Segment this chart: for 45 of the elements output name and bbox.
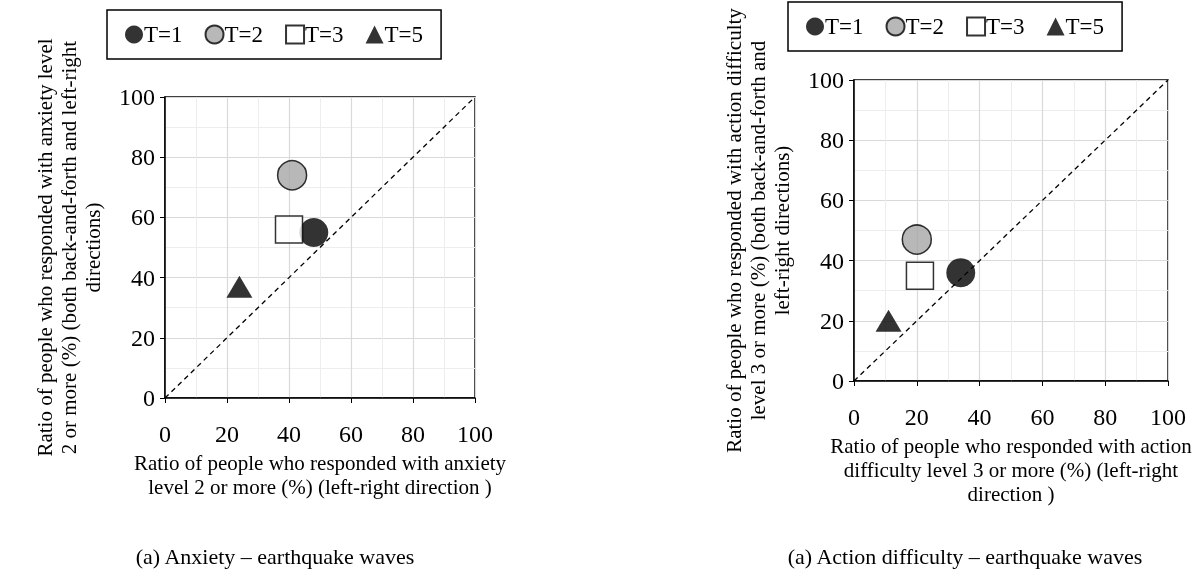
y-tick-label: 80 — [820, 127, 844, 154]
x-tick-label: 80 — [1093, 404, 1118, 430]
y-tick-label: 60 — [820, 187, 844, 214]
point — [875, 309, 902, 332]
y-tick-label: 0 — [832, 368, 844, 394]
legend-label: T=1 — [825, 14, 864, 39]
point — [274, 215, 304, 244]
x-tick-label: 100 — [1150, 404, 1186, 430]
y-tick-label: 40 — [131, 264, 155, 291]
y-tick-label: 100 — [119, 84, 155, 110]
x-axis-title: Ratio of people who responded with anxiety level 2 or more (%) (left-right direction ) — [133, 450, 507, 499]
text: (a) Anxiety – earthquake waves — [135, 543, 415, 569]
x-tick-label: 60 — [339, 421, 363, 447]
x-tick-label: 0 — [848, 404, 860, 430]
x-tick-label: 20 — [904, 404, 929, 430]
y-tick-label: 100 — [808, 67, 844, 93]
legend-label: T=5 — [1065, 14, 1105, 39]
point — [226, 275, 253, 298]
legend-label: T=2 — [224, 22, 264, 47]
point — [901, 224, 933, 255]
legend-label: T=3 — [305, 22, 344, 47]
x-tick-label: 60 — [1030, 404, 1055, 430]
y-tick-label: 60 — [131, 204, 155, 231]
y-tick-label: 40 — [820, 247, 844, 274]
point — [946, 258, 976, 288]
legend-label: T=3 — [986, 14, 1025, 39]
x-tick-label: 80 — [401, 421, 425, 447]
x-tick-label: 0 — [159, 421, 171, 447]
text: (a) Action difficulty – earthquake waves — [787, 543, 1143, 569]
y-tick-label: 80 — [131, 144, 155, 171]
x-tick-label: 40 — [277, 421, 301, 447]
legend-label: T=2 — [905, 14, 945, 39]
x-tick-label: 20 — [215, 421, 239, 447]
legend-label: T=1 — [144, 22, 183, 47]
y-tick-label: 0 — [143, 385, 155, 411]
point — [905, 261, 935, 290]
x-axis-title: Ratio of people who responded with action difficulty level 3 or more (%) (left-right direction ) — [830, 433, 1193, 506]
y-tick-label: 20 — [820, 307, 844, 334]
point — [276, 160, 308, 191]
x-tick-label: 40 — [967, 404, 992, 430]
y-axis-title: Ratio of people who responded with action difficulty level 3 or more (%) (both back-and-forth and left-right directions) — [722, 7, 794, 453]
x-tick-label: 100 — [457, 421, 493, 447]
legend-label: T=5 — [384, 22, 424, 47]
y-axis-title: Ratio of people who responded with anxiety level 2 or more (%) (both back-and-forth and left-right directions) — [33, 38, 105, 457]
y-tick-label: 20 — [131, 324, 155, 351]
